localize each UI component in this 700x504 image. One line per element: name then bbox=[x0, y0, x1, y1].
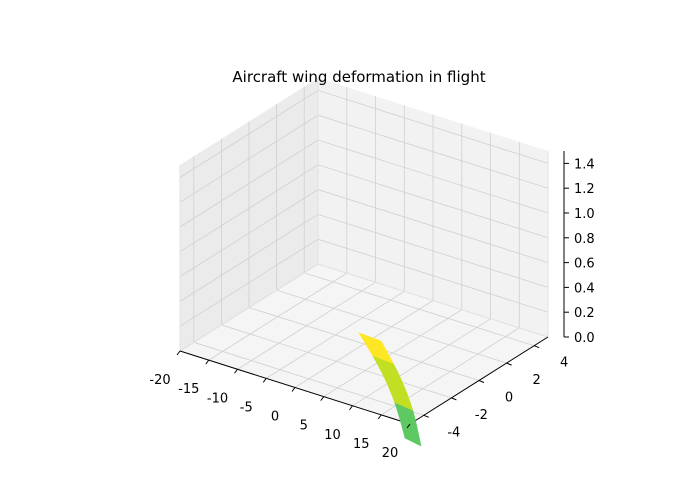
x-tick-label: 15 bbox=[353, 437, 370, 452]
x-tick-mark bbox=[320, 396, 325, 401]
tick-labels: -20-15-10-505101520-4-20240.00.20.40.60.… bbox=[149, 157, 594, 461]
z-tick-label: 0.2 bbox=[574, 306, 595, 321]
x-tick-mark bbox=[349, 405, 353, 411]
x-tick-mark bbox=[205, 359, 210, 365]
z-tick-label: 0.8 bbox=[574, 232, 595, 247]
axis-lines bbox=[179, 78, 565, 425]
y-tick-label: -4 bbox=[447, 425, 460, 440]
x-tick-label: -5 bbox=[240, 400, 253, 415]
y-tick-label: 2 bbox=[532, 373, 540, 388]
x-tick-mark bbox=[406, 423, 411, 429]
x-tick-mark bbox=[377, 414, 382, 420]
y-tick-mark bbox=[451, 397, 457, 401]
z-tick-label: 1.2 bbox=[574, 182, 595, 197]
z-tick-label: 1.4 bbox=[574, 157, 595, 172]
z-tick-label: 0.0 bbox=[574, 331, 595, 346]
pane-edge bbox=[179, 263, 319, 352]
y-tick-label: -2 bbox=[475, 408, 488, 423]
z-tick-label: 1.0 bbox=[574, 207, 595, 222]
x-tick-mark bbox=[234, 368, 238, 374]
x-tick-mark bbox=[291, 387, 296, 392]
wing-segment bbox=[394, 402, 422, 447]
z-tick-label: 0.6 bbox=[574, 257, 595, 272]
y-tick-mark bbox=[506, 362, 512, 366]
chart-title: Aircraft wing deformation in flight bbox=[232, 68, 485, 86]
x-tick-label: 0 bbox=[271, 410, 279, 425]
y-tick-mark bbox=[534, 345, 540, 349]
y-tick-label: 0 bbox=[505, 391, 513, 406]
x-tick-label: 10 bbox=[324, 428, 341, 443]
z-tick-label: 0.4 bbox=[574, 281, 595, 296]
y-tick-mark bbox=[478, 380, 485, 383]
x-tick-label: 5 bbox=[300, 419, 308, 434]
x-tick-label: 20 bbox=[382, 446, 399, 461]
x-tick-mark bbox=[262, 378, 267, 383]
y-tick-mark bbox=[423, 414, 429, 418]
x-tick-label: -20 bbox=[149, 373, 170, 388]
x-tick-mark bbox=[176, 350, 181, 356]
wing-surface bbox=[358, 332, 422, 447]
x-tick-label: -15 bbox=[178, 382, 199, 397]
y-tick-label: 4 bbox=[560, 356, 568, 371]
pane-edge bbox=[317, 263, 549, 338]
x-tick-label: -10 bbox=[207, 391, 228, 406]
